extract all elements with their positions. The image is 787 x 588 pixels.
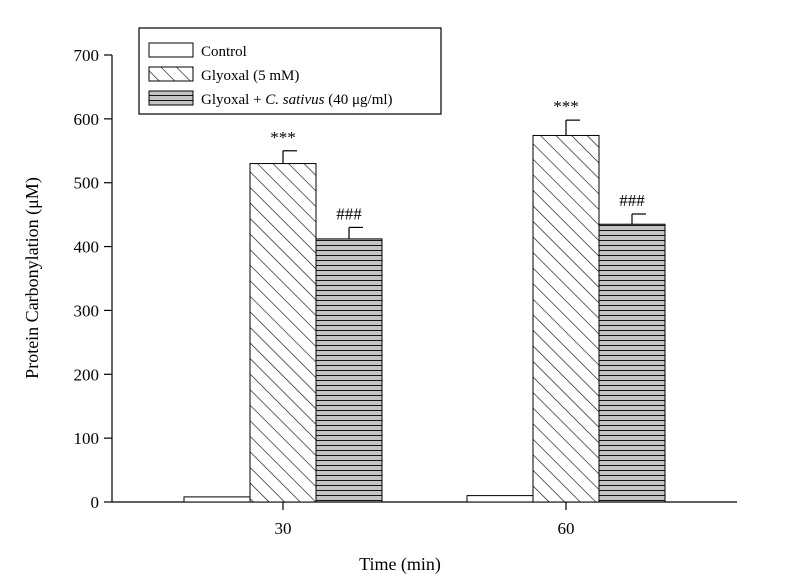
x-axis: 30 60: [112, 501, 737, 538]
legend-label-glyoxal-csativus: Glyoxal + C. sativus (40 μg/ml): [201, 92, 393, 108]
significance-label: ###: [336, 204, 362, 223]
bar: [532, 134, 600, 503]
bar: [466, 495, 534, 503]
legend: Control Glyoxal (5 mM) Glyoxal + C. sati…: [138, 27, 442, 115]
y-tick-label: 600: [74, 110, 100, 129]
legend-label-part-2: C. sativus: [265, 92, 324, 108]
legend-label-part-3: (40 μg/ml): [324, 92, 392, 108]
y-tick-label: 300: [74, 301, 100, 320]
bar: [183, 496, 251, 503]
y-tick-label: 400: [74, 238, 100, 257]
y-tick-label: 100: [74, 429, 100, 448]
significance-labels: *** ### *** ###: [270, 97, 645, 223]
y-axis-title: Protein Carbonylation (μM): [22, 177, 43, 379]
y-tick-label: 500: [74, 174, 100, 193]
y-tick-label: 200: [74, 365, 100, 384]
legend-swatch-control: [148, 42, 194, 58]
x-tick-label: 60: [558, 519, 575, 538]
y-axis: 0 100 200 300 400 500 600 700: [74, 46, 113, 512]
bar: [598, 223, 666, 503]
legend-label-part-1: Glyoxal +: [201, 92, 265, 108]
legend-swatch-glyoxal: [148, 66, 194, 82]
bars-group: [183, 134, 666, 503]
legend-swatch-glyoxal-csativus: [148, 90, 194, 106]
legend-label-glyoxal: Glyoxal (5 mM): [201, 68, 299, 84]
significance-label: ###: [619, 191, 645, 210]
significance-label: ***: [553, 97, 579, 116]
significance-label: ***: [270, 128, 296, 147]
bar: [249, 163, 317, 503]
x-tick-label: 30: [275, 519, 292, 538]
y-tick-label: 0: [91, 493, 100, 512]
bar: [315, 238, 383, 503]
legend-label-control: Control: [201, 44, 247, 60]
y-tick-label: 700: [74, 46, 100, 65]
error-bars-group: [282, 119, 646, 239]
x-axis-title: Time (min): [359, 554, 441, 575]
